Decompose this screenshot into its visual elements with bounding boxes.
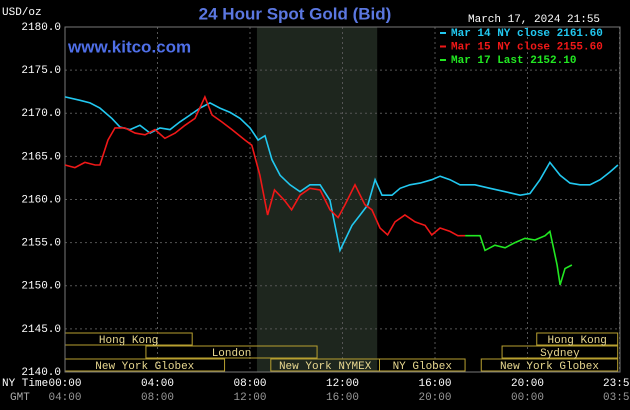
- series-line: [64, 94, 466, 237]
- timestamp: March 17, 2024 21:55: [468, 14, 600, 26]
- x2-tick-label: 20:00: [418, 392, 451, 404]
- session-box: [536, 332, 619, 346]
- session-label: Sydney: [540, 348, 580, 360]
- x-tick-label: 08:00: [233, 378, 266, 390]
- x-tick-label: 16:00: [418, 378, 451, 390]
- session-label: Hong Kong: [548, 335, 607, 347]
- session-label: New York Globex: [500, 361, 599, 373]
- x-tick-label: 00:00: [48, 378, 81, 390]
- y-tick-label: 2175.0: [21, 65, 61, 77]
- x-tick-label: 12:00: [326, 378, 359, 390]
- x-tick-label: 04:00: [141, 378, 174, 390]
- legend-label: Mar 17 Last 2152.10: [451, 55, 576, 67]
- session-label: Hong Kong: [99, 335, 158, 347]
- x-tick-label: 23:59: [603, 378, 630, 390]
- y-tick-label: 2150.0: [21, 281, 61, 293]
- session-box: [480, 358, 619, 372]
- session-box: [145, 345, 318, 359]
- y-tick-label: 2140.0: [21, 367, 61, 379]
- session-box: [379, 358, 466, 372]
- session-label: New York Globex: [95, 361, 194, 373]
- x2-tick-label: 03:59: [603, 392, 630, 404]
- y-tick-label: 2180.0: [21, 22, 61, 34]
- x-tick-label: 20:00: [511, 378, 544, 390]
- series-line: [64, 96, 619, 253]
- x-row-label: GMT: [10, 392, 30, 404]
- legend-label: Mar 15 NY close 2155.60: [451, 41, 603, 53]
- x2-tick-label: 16:00: [326, 392, 359, 404]
- session-box: [501, 345, 619, 359]
- x2-tick-label: 00:00: [511, 392, 544, 404]
- legend-label: Mar 14 NY close 2161.60: [451, 28, 603, 40]
- session-label: New York NYMEX: [279, 361, 372, 373]
- y-tick-label: 2170.0: [21, 108, 61, 120]
- series-line: [465, 229, 573, 286]
- highlight-band: [256, 27, 378, 372]
- x-row-label: NY Time: [2, 378, 48, 390]
- plot-frame: [64, 26, 621, 373]
- y-tick-label: 2165.0: [21, 151, 61, 163]
- y-tick-label: 2145.0: [21, 324, 61, 336]
- unit-label: USD/oz: [2, 7, 42, 19]
- session-label: NY Globex: [393, 361, 453, 373]
- chart-title: 24 Hour Spot Gold (Bid): [199, 4, 392, 23]
- session-label: London: [212, 348, 252, 360]
- watermark: www.kitco.com: [67, 37, 191, 56]
- y-tick-label: 2155.0: [21, 238, 61, 250]
- x2-tick-label: 12:00: [233, 392, 266, 404]
- x2-tick-label: 08:00: [141, 392, 174, 404]
- y-tick-label: 2160.0: [21, 194, 61, 206]
- x2-tick-label: 04:00: [48, 392, 81, 404]
